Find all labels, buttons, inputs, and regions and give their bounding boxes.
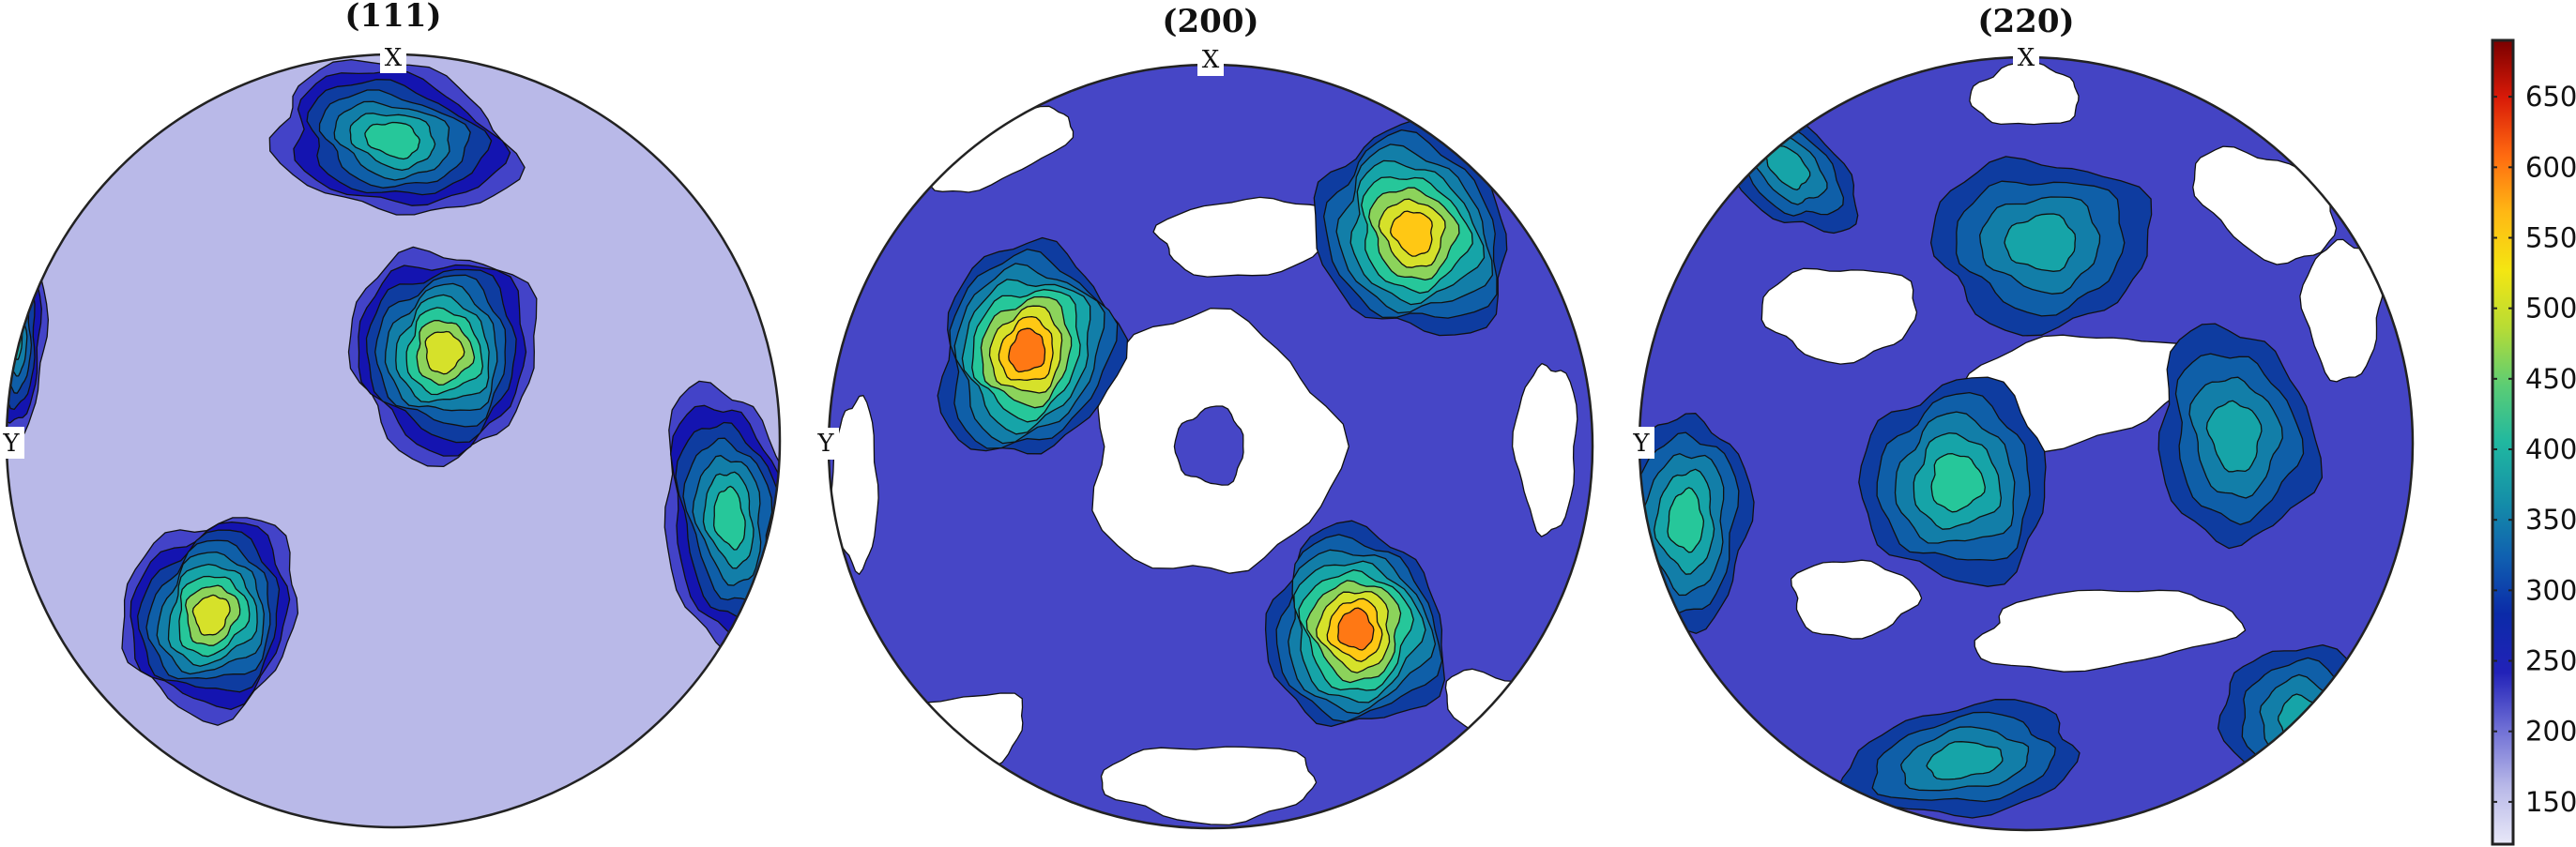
colorbar-gradient: [2492, 40, 2513, 844]
pole-contour-level: [2277, 693, 2333, 747]
low-intensity-region: [1974, 589, 2247, 673]
colorbar-tick-label: 150: [2525, 786, 2576, 818]
colorbar-ticks: 150 200 250 300 350 400 450 500 550 600 650: [2492, 81, 2576, 818]
y-marker-background: [813, 428, 839, 460]
y-axis-marker: Y: [816, 430, 834, 458]
low-region-island: [1173, 405, 1244, 486]
x-axis-marker: X: [2018, 44, 2035, 72]
pole-contour-level: [1667, 487, 1705, 553]
low-intensity-region: [1969, 61, 2080, 126]
pole-contour-level: [1390, 210, 1433, 257]
pole-contour-level: [364, 121, 420, 160]
colorbar-tick-label: 400: [2525, 433, 2576, 465]
colorbar-tick-label: 200: [2525, 716, 2576, 748]
low-intensity-region: [1761, 267, 1918, 365]
pole-contour-level: [2004, 213, 2077, 272]
pole-figure-220: (220) X Y: [1628, 3, 2415, 832]
pole-contour-level: [1926, 741, 2004, 780]
x-marker-background: [1197, 44, 1224, 76]
y-axis-marker: Y: [2, 430, 20, 458]
x-marker-background: [2013, 41, 2039, 73]
pole-contour-level: [713, 485, 746, 551]
pole-contour-level: [1337, 607, 1375, 651]
pole-figure-200: (200) X Y: [813, 3, 1594, 830]
y-axis-marker: Y: [1632, 430, 1650, 458]
colorbar-frame: [2491, 38, 2515, 846]
pole-figure-111: (111) X Y: [0, 0, 782, 829]
pole-figure-220-title: (220): [1977, 3, 2074, 40]
colorbar-tick-label: 650: [2525, 81, 2576, 113]
pole-contour-level: [515, 815, 620, 827]
pole-contour-level: [491, 808, 642, 827]
low-intensity-region: [1790, 559, 1923, 640]
colorbar-tick-label: 350: [2525, 504, 2576, 536]
pole-contour-level: [191, 594, 231, 636]
x-marker-background: [380, 41, 406, 73]
pole-contour-level: [424, 330, 465, 375]
low-intensity-region: [1511, 362, 1578, 537]
pole-figure-111-title: (111): [344, 0, 441, 35]
y-marker-background: [1628, 427, 1654, 459]
pole-figure-111-contours: [7, 54, 780, 827]
x-axis-marker: X: [385, 44, 403, 72]
low-intensity-region: [1100, 746, 1318, 826]
low-intensity-region: [1395, 67, 1507, 116]
low-intensity-region: [861, 692, 1024, 801]
low-intensity-region: [1152, 196, 1350, 278]
colorbar-tick-label: 500: [2525, 293, 2576, 325]
pole-figure-200-title: (200): [1162, 3, 1258, 40]
pole-contour-level: [536, 823, 599, 827]
pole-contour-level: [2205, 400, 2263, 473]
y-marker-background: [0, 427, 24, 459]
pole-contour-level: [1930, 453, 1986, 513]
low-intensity-region: [1444, 668, 1586, 778]
low-intensity-region: [830, 395, 879, 575]
colorbar-tick-label: 600: [2525, 151, 2576, 183]
colorbar-tick-label: 250: [2525, 645, 2576, 677]
colorbar-tick-label: 550: [2525, 221, 2576, 253]
x-axis-marker: X: [1202, 46, 1220, 74]
pole-contour-level: [7, 308, 23, 360]
colorbar: 150 200 250 300 350 400 450 500 550 600 650: [2491, 38, 2576, 846]
pole-figure-220-contours: [1639, 57, 2413, 830]
pole-contour-level: [1008, 327, 1046, 373]
colorbar-tick-label: 300: [2525, 574, 2576, 606]
colorbar-tick-label: 450: [2525, 363, 2576, 395]
